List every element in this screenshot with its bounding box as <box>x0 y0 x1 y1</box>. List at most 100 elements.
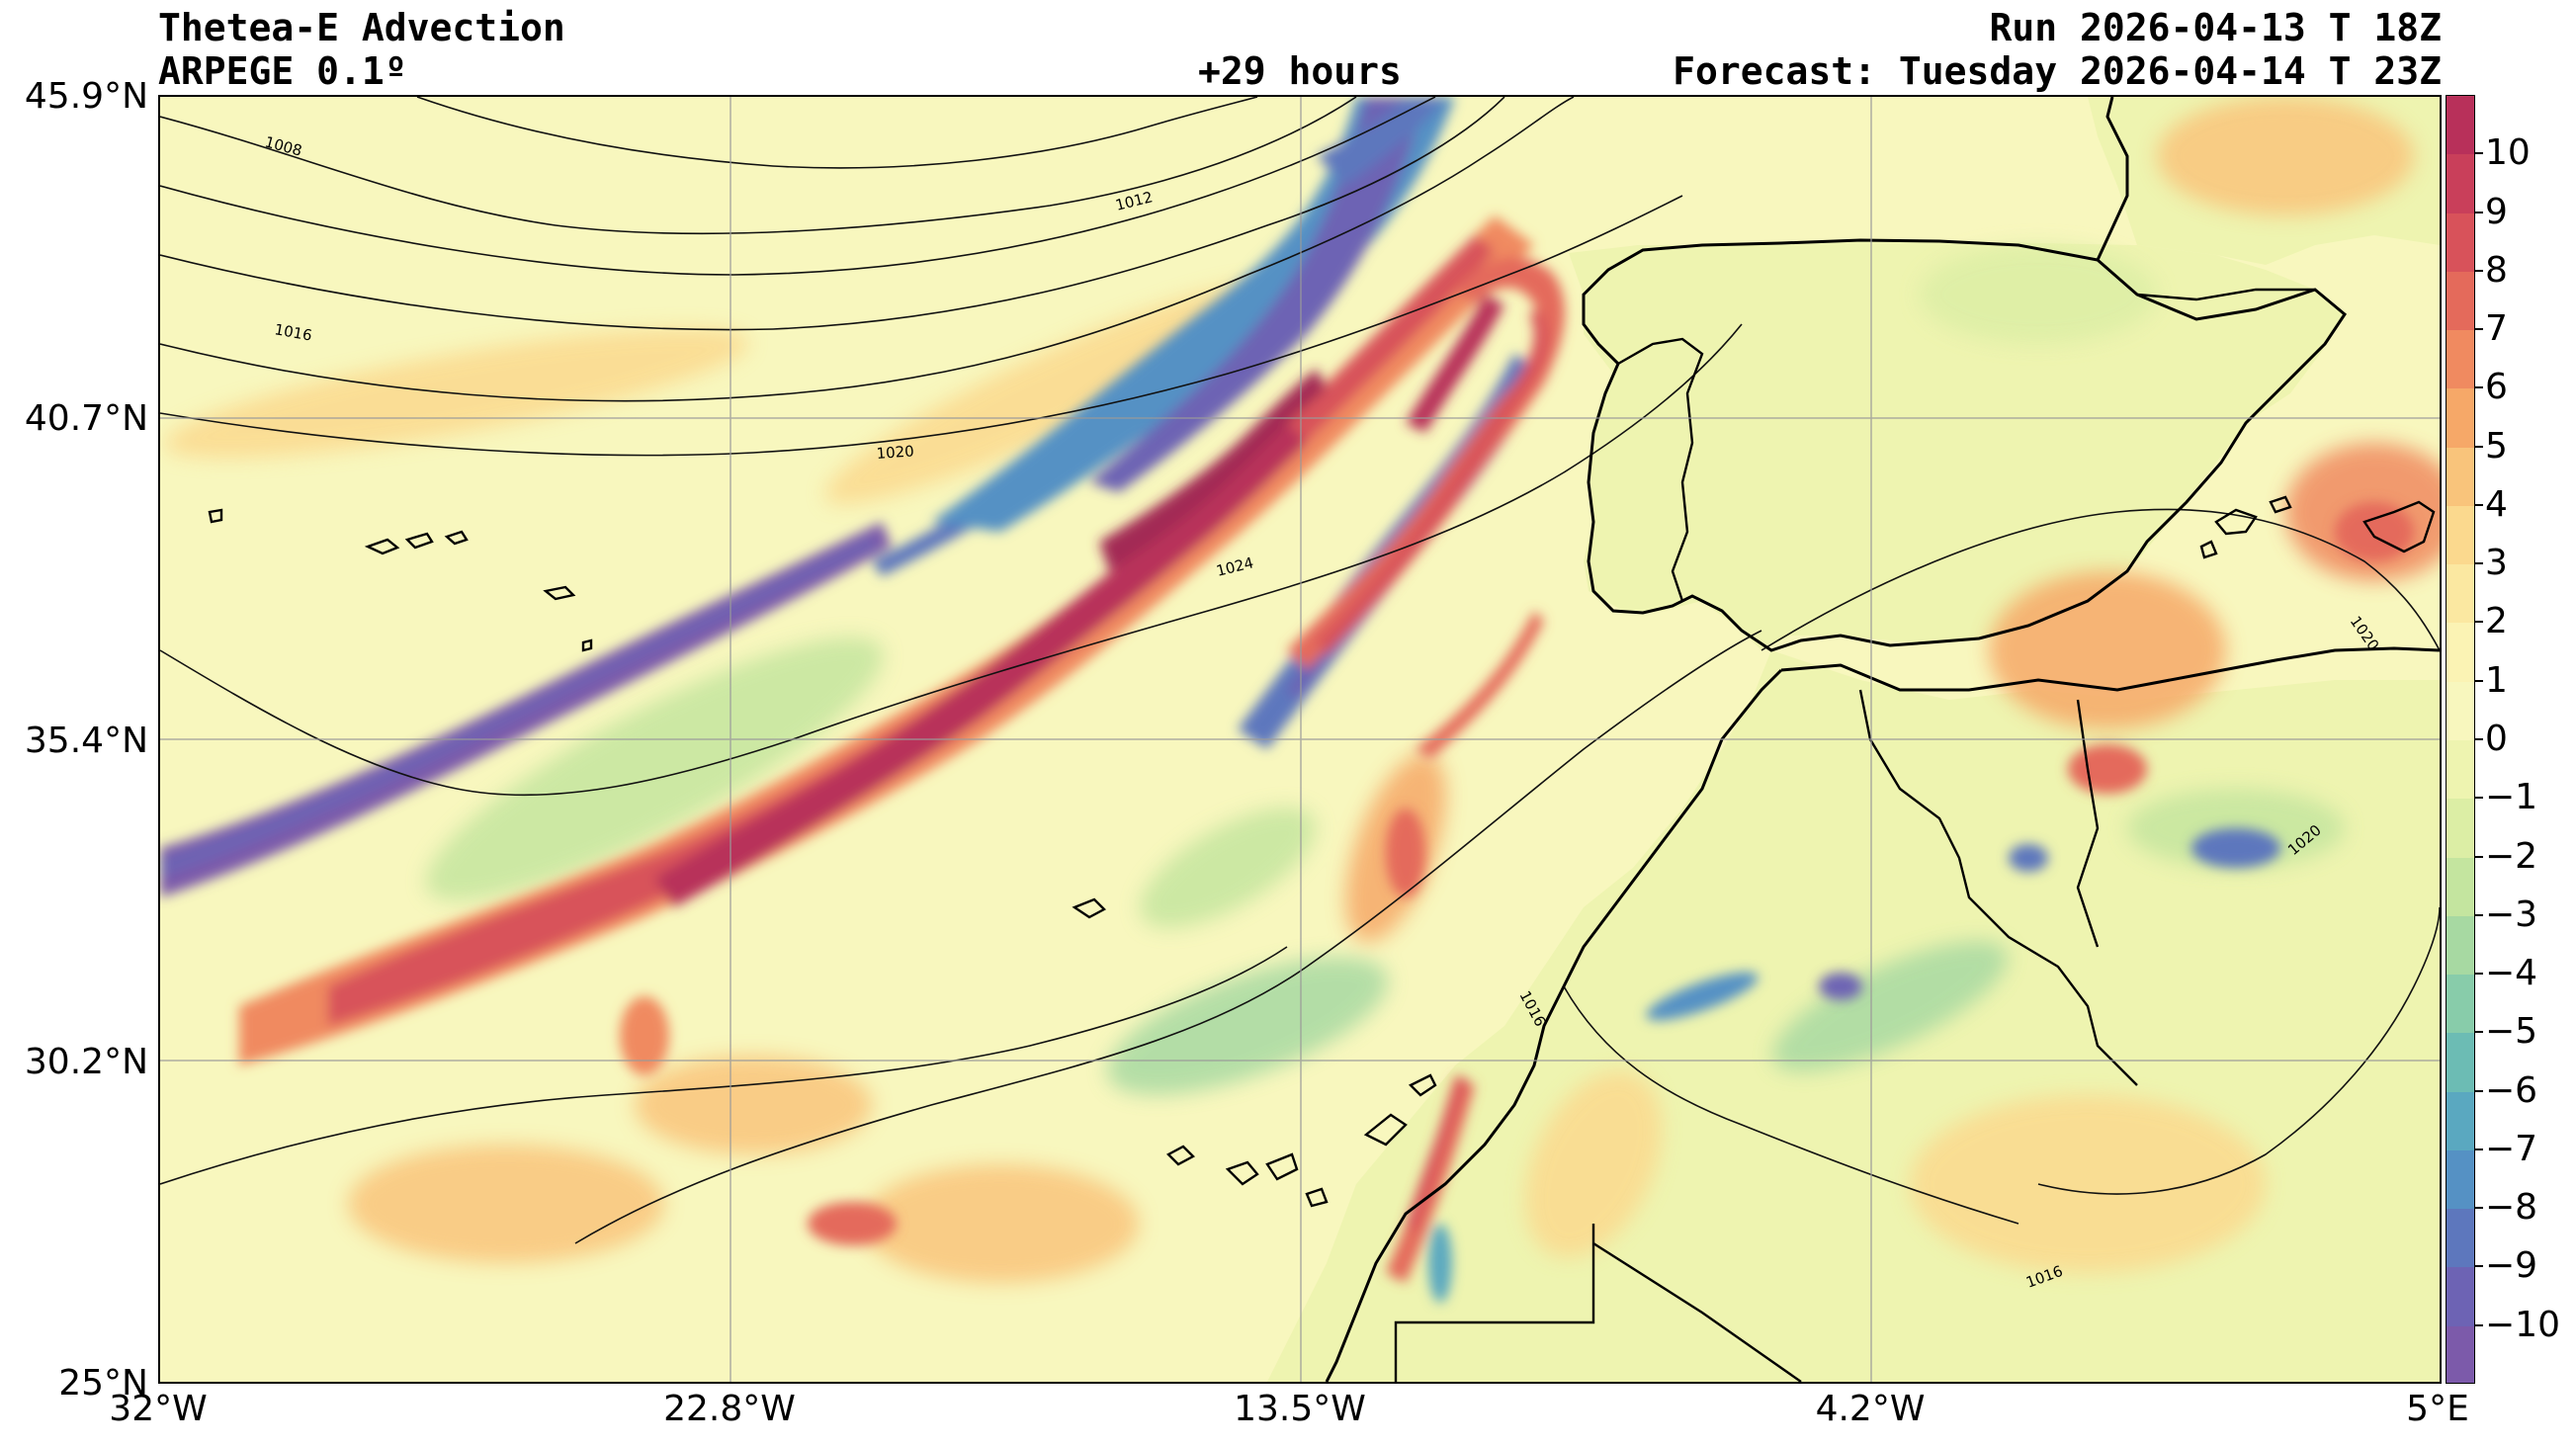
lat-tick-label: 30.2°N <box>24 1042 148 1082</box>
canary-3 <box>1265 1152 1299 1181</box>
colorbar-tick-label: −8 <box>2485 1187 2538 1229</box>
thetae-advection-field <box>160 97 2440 1303</box>
colorbar-segment <box>2447 1267 2474 1327</box>
western-sahara-border <box>1394 1224 1595 1382</box>
graticule <box>160 97 2440 1382</box>
colorbar <box>2446 95 2475 1384</box>
colorbar-tick <box>2475 503 2483 506</box>
colorbar-tick <box>2475 738 2483 740</box>
colorbar-tick-label: 3 <box>2485 543 2508 584</box>
colorbar-tick-label: 8 <box>2485 249 2508 291</box>
lat-tick-label: 25°N <box>58 1363 148 1403</box>
colorbar-tick <box>2475 269 2483 272</box>
colorbar-segment <box>2447 564 2474 625</box>
colorbar-tick <box>2475 1207 2483 1210</box>
colorbar-segment <box>2447 857 2474 917</box>
colorbar-segment <box>2447 1149 2474 1211</box>
colorbar-tick-label: 1 <box>2485 659 2508 701</box>
lon-tick-label: 13.5°W <box>1234 1389 1366 1429</box>
colorbar-segment <box>2447 1091 2474 1151</box>
azores-6 <box>581 638 593 652</box>
forecast-valid-time: Forecast: Tuesday 2026-04-14 T 23Z <box>1673 49 2442 93</box>
colorbar-tick <box>2475 1031 2483 1034</box>
colorbar-tick-label: −2 <box>2485 835 2538 877</box>
morocco-coast <box>1325 668 1783 1382</box>
colorbar-tick <box>2475 855 2483 858</box>
colorbar-tick <box>2475 152 2483 155</box>
colorbar-tick-label: −7 <box>2485 1128 2538 1169</box>
colorbar-segment <box>2447 1209 2474 1269</box>
colorbar-tick-label: 9 <box>2485 191 2508 232</box>
mediterranean-africa-coast <box>1780 646 2440 692</box>
morocco-algeria-border <box>1858 689 2138 1086</box>
azores-4 <box>444 530 469 546</box>
colorbar-tick <box>2475 562 2483 565</box>
colorbar-tick-label: −9 <box>2485 1245 2538 1287</box>
lon-tick-label: 32°W <box>109 1389 208 1429</box>
lon-tick-label: 4.2°W <box>1815 1389 1926 1429</box>
colorbar-tick-label: −6 <box>2485 1069 2538 1111</box>
colorbar-tick-label: 0 <box>2485 719 2508 759</box>
colorbar-tick <box>2475 621 2483 624</box>
pyrenees-border <box>2136 288 2315 301</box>
colorbar-tick <box>2475 1323 2483 1326</box>
lat-tick-label: 35.4°N <box>24 721 148 761</box>
colorbar-segment <box>2447 447 2474 507</box>
canary-2 <box>1225 1160 1259 1186</box>
colorbar-tick <box>2475 445 2483 448</box>
colorbar-tick <box>2475 1265 2483 1268</box>
colorbar-tick-label: 10 <box>2485 132 2531 174</box>
lat-tick-label: 45.9°N <box>24 76 148 117</box>
colorbar-tick-label: −1 <box>2485 777 2538 818</box>
coastlines <box>208 97 2440 1382</box>
map-title: Thetea-E Advection <box>158 6 565 49</box>
colorbar-segment <box>2447 271 2474 332</box>
colorbar-segment <box>2447 1325 2474 1383</box>
colorbar-segment <box>2447 799 2474 859</box>
colorbar-segment <box>2447 154 2474 214</box>
colorbar-segment <box>2447 213 2474 273</box>
canary-5 <box>1363 1113 1408 1147</box>
isobar-lines <box>160 97 2440 1244</box>
colorbar-tick-label: −4 <box>2485 953 2538 994</box>
map-panel: 1008 1012 1016 1020 1024 1020 1016 1020 … <box>158 95 2442 1384</box>
azores-2 <box>364 538 400 555</box>
iberia-coastline <box>1582 238 2347 652</box>
colorbar-tick <box>2475 913 2483 916</box>
colorbar-tick-label: 7 <box>2485 308 2508 350</box>
colorbar-segment <box>2447 681 2474 741</box>
colorbar-segment <box>2447 740 2474 801</box>
colorbar-segment <box>2447 96 2474 156</box>
colorbar-tick <box>2475 797 2483 800</box>
lon-tick-label: 22.8°W <box>663 1389 796 1429</box>
colorbar-tick <box>2475 1148 2483 1150</box>
azores-3 <box>404 532 434 550</box>
azores-1 <box>208 508 223 524</box>
iberian-peninsula-land <box>1569 240 2345 650</box>
colorbar-segment <box>2447 388 2474 449</box>
colorbar-tick <box>2475 1089 2483 1092</box>
colorbar-tick-label: −5 <box>2485 1011 2538 1053</box>
colorbar-tick-label: −3 <box>2485 893 2538 935</box>
colorbar-segment <box>2447 1033 2474 1093</box>
isobar-label: 1020 <box>876 442 914 463</box>
colorbar-segment <box>2447 915 2474 977</box>
canary-6 <box>1408 1073 1437 1097</box>
lat-tick-label: 40.7°N <box>24 398 148 439</box>
sardinia <box>2362 500 2436 553</box>
forecast-lead-time: +29 hours <box>1198 49 1402 93</box>
colorbar-tick <box>2475 211 2483 213</box>
colorbar-tick <box>2475 328 2483 331</box>
model-run-time: Run 2026-04-13 T 18Z <box>1989 6 2442 49</box>
canary-4 <box>1305 1187 1329 1208</box>
colorbar-tick <box>2475 386 2483 389</box>
colorbar-tick-label: 4 <box>2485 483 2508 525</box>
mauritania-border <box>1592 1241 1802 1382</box>
colorbar-tick-label: 2 <box>2485 601 2508 642</box>
colorbar-tick <box>2475 679 2483 682</box>
colorbar-segment <box>2447 975 2474 1035</box>
algeria-tunisia-border <box>2076 699 2100 948</box>
lon-tick-label: 5°E <box>2406 1389 2469 1429</box>
balearic-ibiza <box>2199 540 2218 559</box>
canary-1 <box>1166 1145 1195 1166</box>
